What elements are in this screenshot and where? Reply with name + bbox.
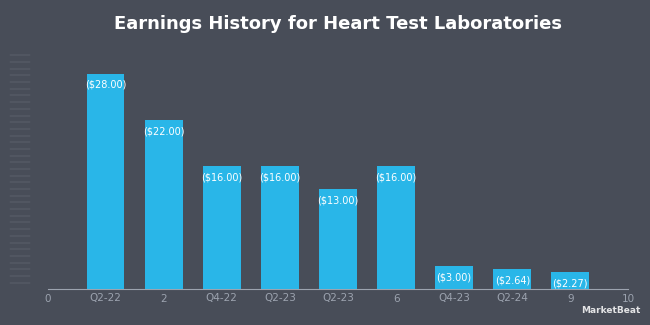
Text: ($16.00): ($16.00): [259, 172, 300, 182]
Bar: [86, 74, 124, 289]
Text: ($16.00): ($16.00): [201, 172, 242, 182]
Bar: [319, 189, 357, 289]
Text: ($22.00): ($22.00): [143, 126, 185, 136]
Text: ($2.27): ($2.27): [552, 278, 588, 288]
Bar: [551, 272, 589, 289]
Text: ($13.00): ($13.00): [317, 195, 359, 205]
Bar: [436, 266, 473, 289]
Text: MarketBeat: MarketBeat: [581, 306, 640, 315]
Text: ($3.00): ($3.00): [437, 272, 472, 282]
Text: ($2.64): ($2.64): [495, 275, 530, 285]
Text: ($16.00): ($16.00): [376, 172, 417, 182]
Bar: [377, 166, 415, 289]
Title: Earnings History for Heart Test Laboratories: Earnings History for Heart Test Laborato…: [114, 15, 562, 33]
Bar: [145, 120, 183, 289]
Bar: [261, 166, 299, 289]
Bar: [493, 269, 531, 289]
Bar: [203, 166, 240, 289]
Text: ($28.00): ($28.00): [85, 80, 126, 90]
